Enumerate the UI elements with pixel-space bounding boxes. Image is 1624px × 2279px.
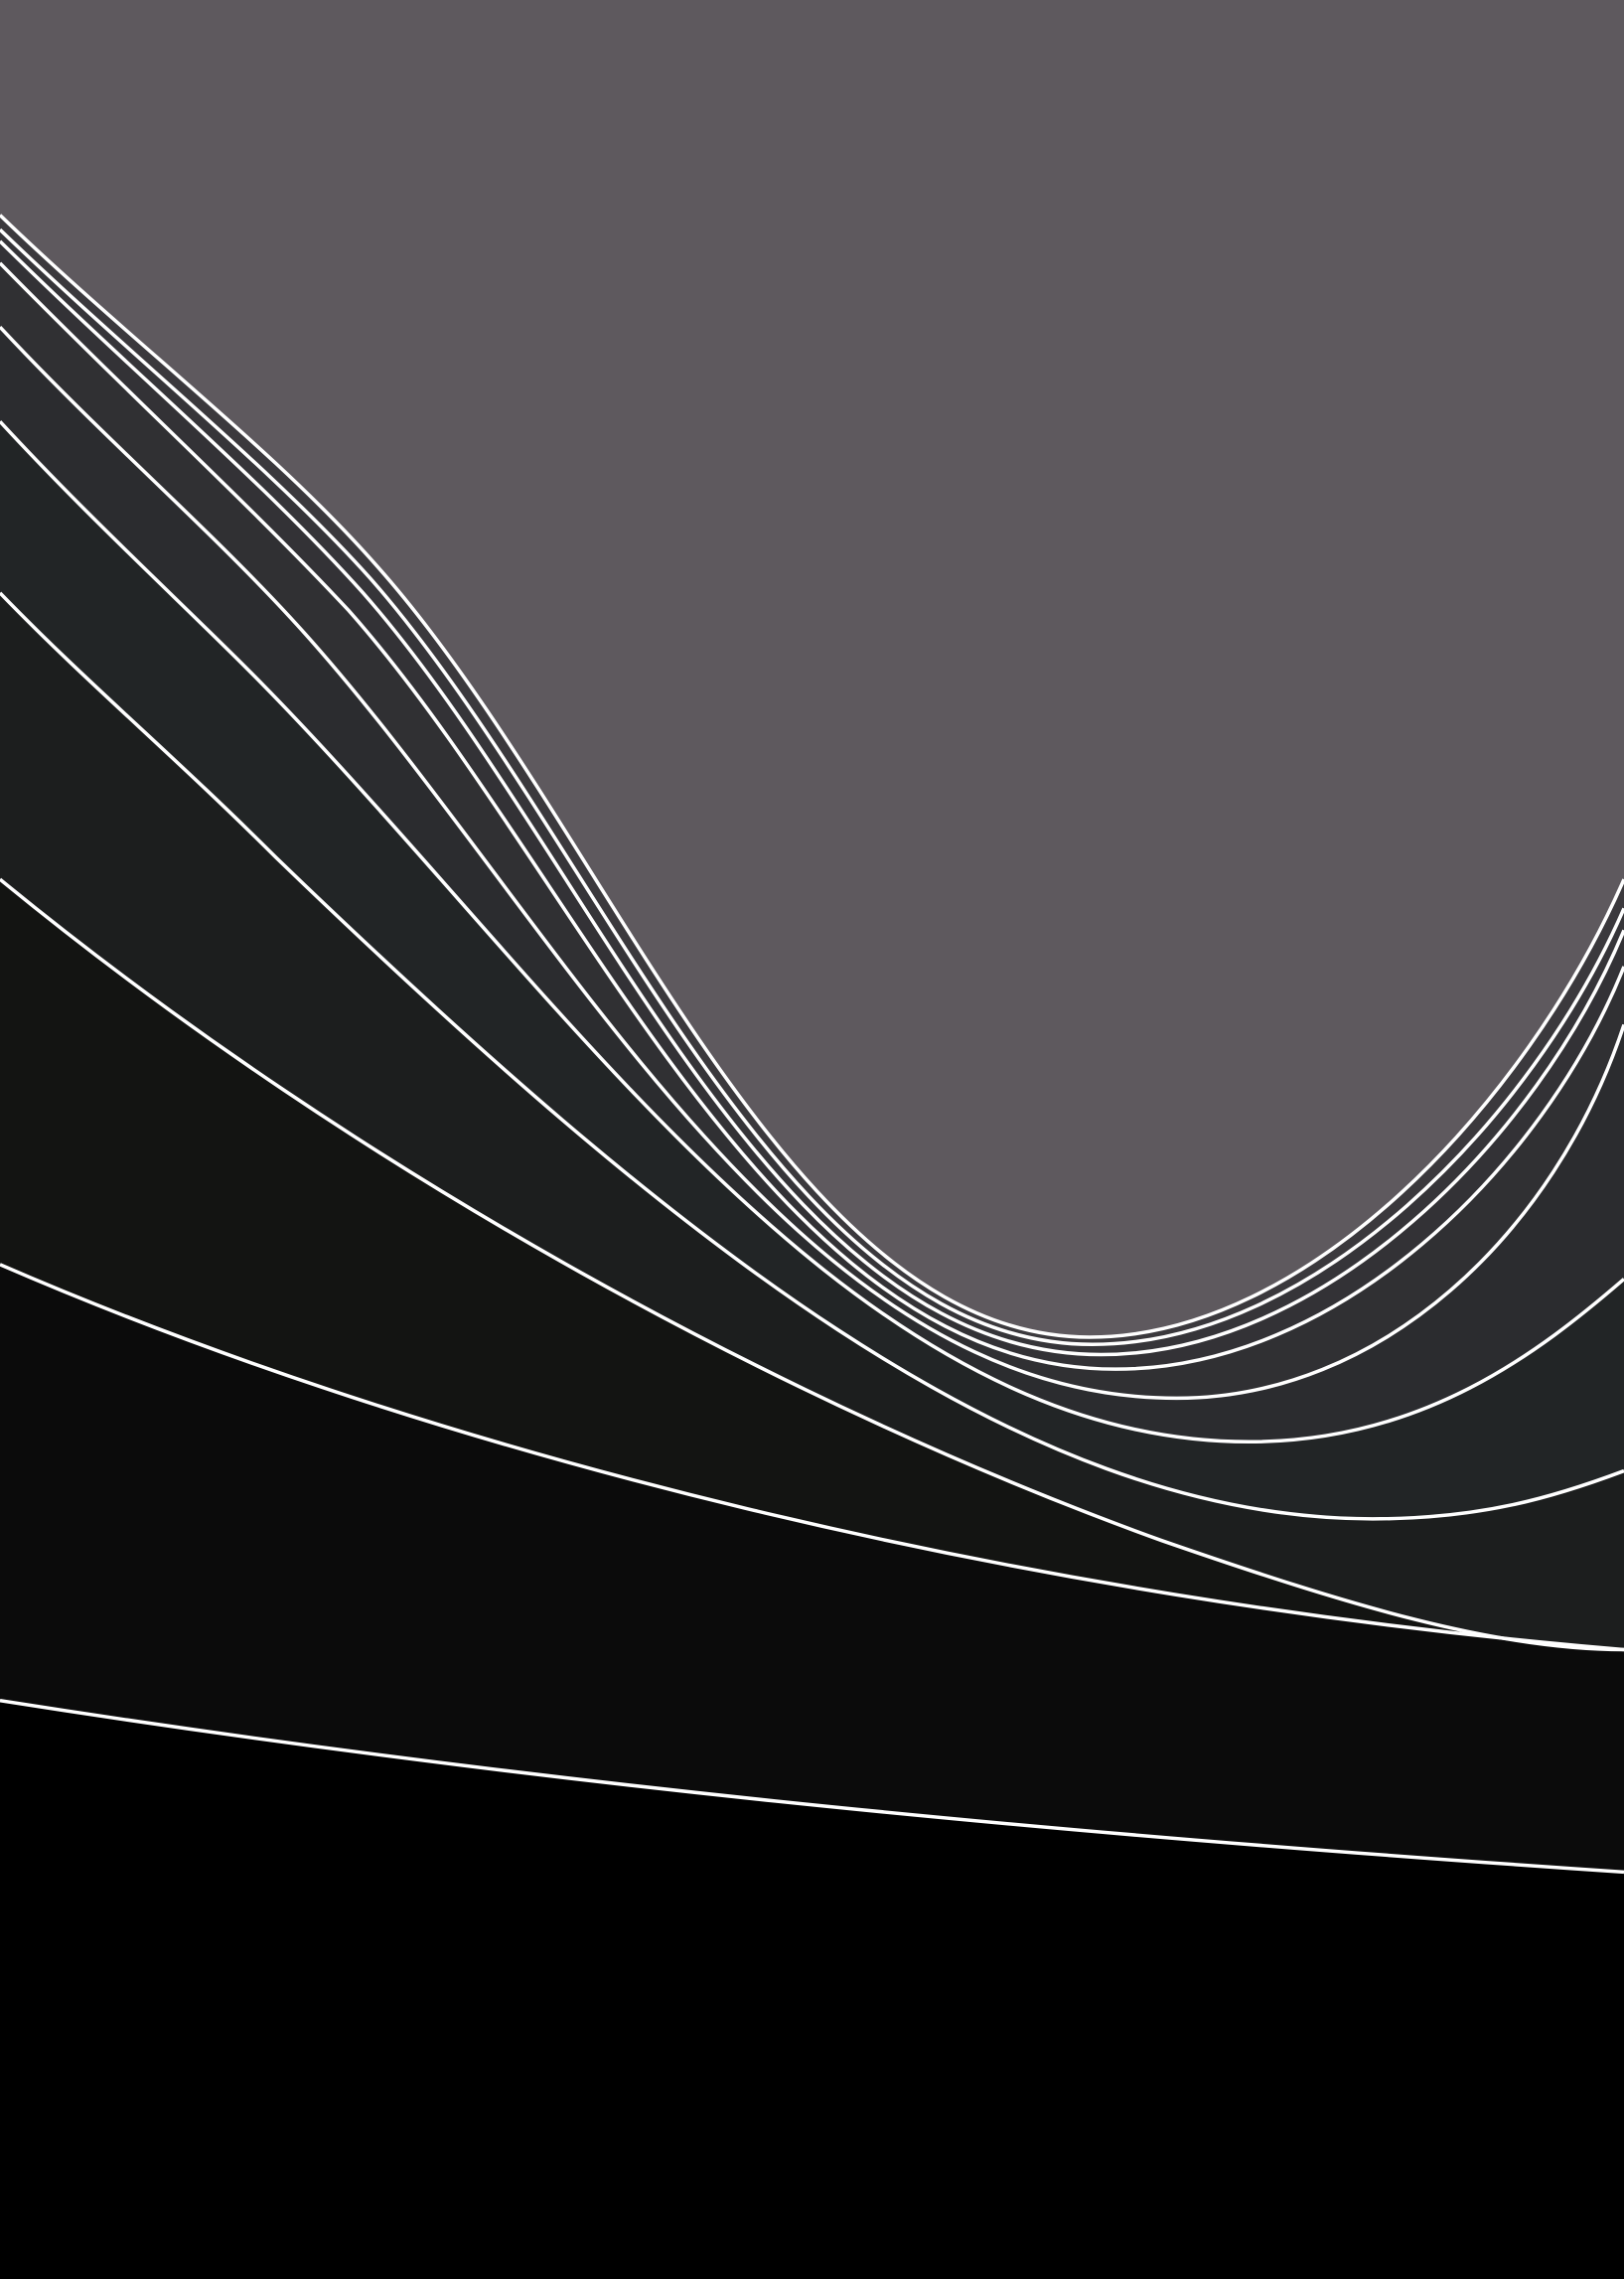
wave-line	[0, 228, 1624, 1347]
wave-line	[0, 1263, 1624, 1652]
wave-line	[0, 877, 1624, 1652]
wave-line	[0, 325, 1624, 1401]
bands	[0, 215, 1624, 2279]
wave-line	[0, 261, 1624, 1371]
wave-line	[0, 591, 1624, 1521]
wave-line	[0, 239, 1624, 1357]
wave-line	[0, 1698, 1624, 1875]
wave-line	[0, 420, 1624, 1444]
band	[0, 1700, 1624, 2279]
wave-line	[0, 214, 1624, 1339]
white-lines	[0, 214, 1624, 1875]
